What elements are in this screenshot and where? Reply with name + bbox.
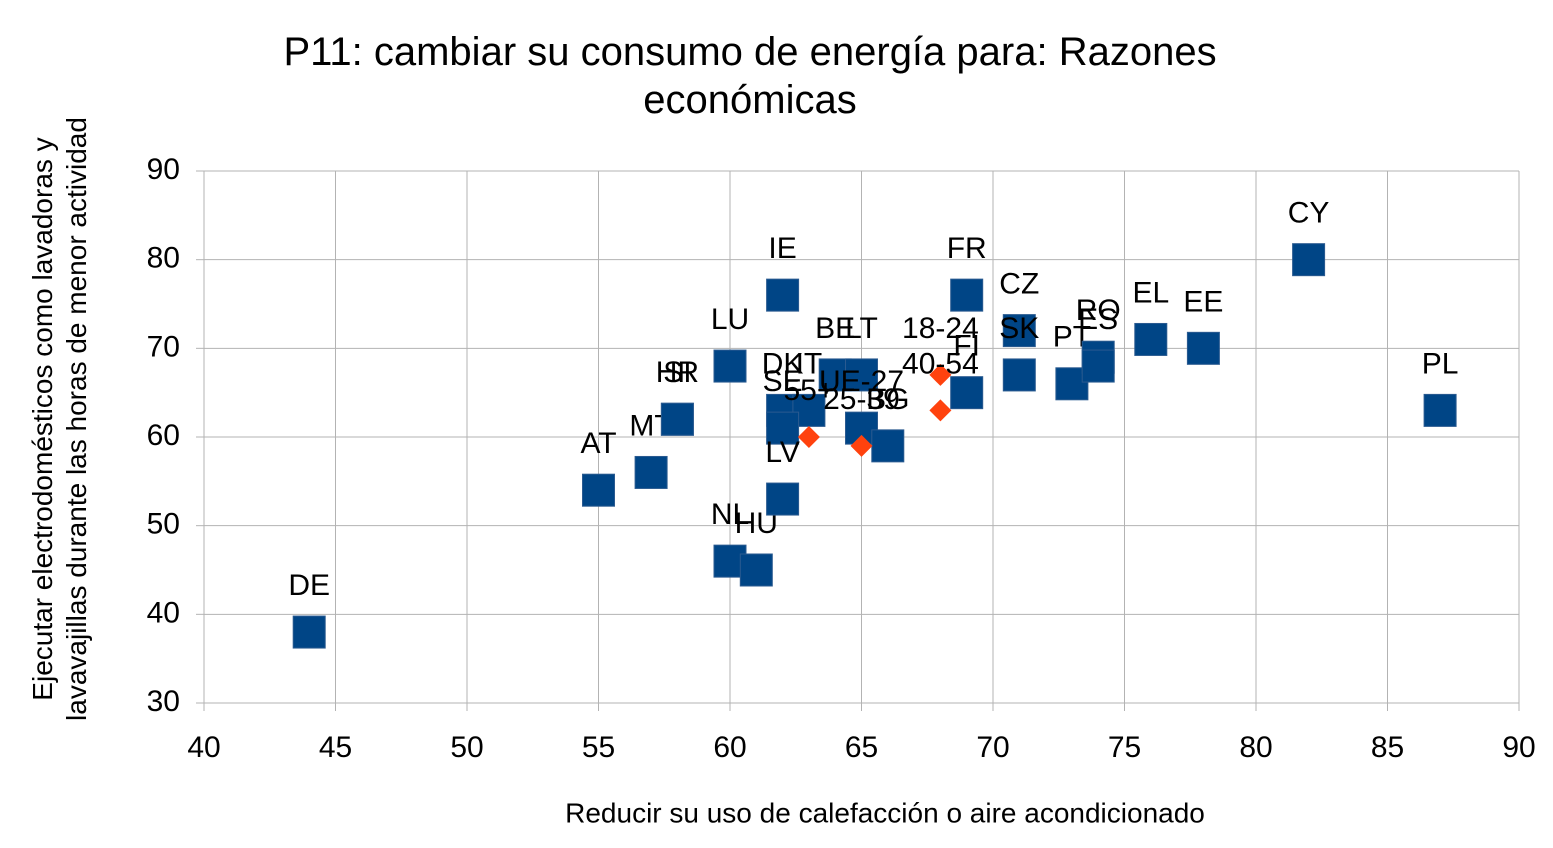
point-label: AT (580, 427, 616, 460)
point (739, 553, 773, 587)
point-label: EL (1132, 276, 1169, 309)
x-tick-label: 85 (1371, 731, 1404, 764)
point-label: 25-39 (823, 383, 900, 416)
point (1423, 393, 1457, 427)
point (929, 399, 952, 422)
x-tick-label: 75 (1108, 731, 1141, 764)
x-tick-label: 60 (713, 731, 746, 764)
point (766, 278, 800, 312)
point-label: IE (768, 232, 796, 265)
x-tick-label: 55 (582, 731, 615, 764)
y-tick-label: 40 (147, 596, 180, 629)
point-label: IT (796, 347, 823, 380)
point-label: ES (1078, 303, 1118, 336)
point-label: SE (763, 365, 803, 398)
x-tick-label: 45 (319, 731, 352, 764)
point (766, 482, 800, 516)
point-label: SK (999, 312, 1039, 345)
point-label: FR (947, 232, 987, 265)
point (950, 376, 984, 410)
y-tick-label: 30 (147, 685, 180, 718)
point (797, 426, 820, 448)
point-label: 40-54 (902, 347, 979, 380)
point (1002, 358, 1036, 392)
point (713, 349, 747, 383)
point-label: UE-27 (819, 365, 904, 398)
y-tick-label: 60 (147, 419, 180, 452)
point-label: DE (288, 569, 330, 602)
point (582, 473, 615, 507)
point-label: LV (765, 436, 799, 469)
point (1002, 314, 1036, 348)
point-label: PL (1422, 347, 1459, 380)
point (1186, 331, 1220, 365)
chart-title: P11: cambiar su consumo de energía para:… (283, 30, 1217, 122)
point (634, 455, 668, 489)
x-tick-label: 65 (845, 731, 878, 764)
point-label: BG (866, 383, 909, 416)
y-tick-label: 50 (147, 508, 180, 541)
point (871, 429, 905, 463)
x-axis-title: Reducir su uso de calefacción o aire aco… (565, 797, 1205, 828)
point-label: HR (656, 356, 699, 389)
point (950, 278, 984, 312)
point-label: BE (815, 312, 855, 345)
point (766, 411, 800, 445)
point-label: 55+ (783, 374, 834, 407)
y-tick-label: 90 (147, 153, 180, 186)
point-label: FI (953, 330, 980, 363)
point (929, 363, 952, 386)
point (1134, 322, 1168, 356)
point-label: DK (762, 347, 804, 380)
y-axis-title: Ejecutar electrodomésticos como lavadora… (27, 117, 92, 721)
y-tick-label: 80 (147, 242, 180, 275)
point-label: NL (711, 498, 749, 531)
point-label: EE (1183, 285, 1223, 318)
point-label: LU (711, 303, 749, 336)
point (292, 615, 326, 649)
x-tick-label: 70 (976, 731, 1009, 764)
point-label: 18-24 (902, 312, 979, 345)
x-tick-label: 50 (450, 731, 483, 764)
x-tick-label: 80 (1239, 731, 1272, 764)
point-label: CY (1288, 197, 1330, 230)
point-label: CZ (999, 268, 1039, 301)
point (1292, 243, 1326, 277)
x-tick-label: 90 (1502, 731, 1535, 764)
point (850, 434, 873, 457)
point (1081, 349, 1115, 383)
y-tick-label: 70 (147, 330, 180, 363)
x-tick-label: 40 (187, 731, 220, 764)
point (660, 402, 694, 436)
point-label: SI (663, 356, 691, 389)
point-label: LT (845, 312, 878, 345)
point (845, 358, 878, 392)
point-label: RO (1076, 294, 1121, 327)
